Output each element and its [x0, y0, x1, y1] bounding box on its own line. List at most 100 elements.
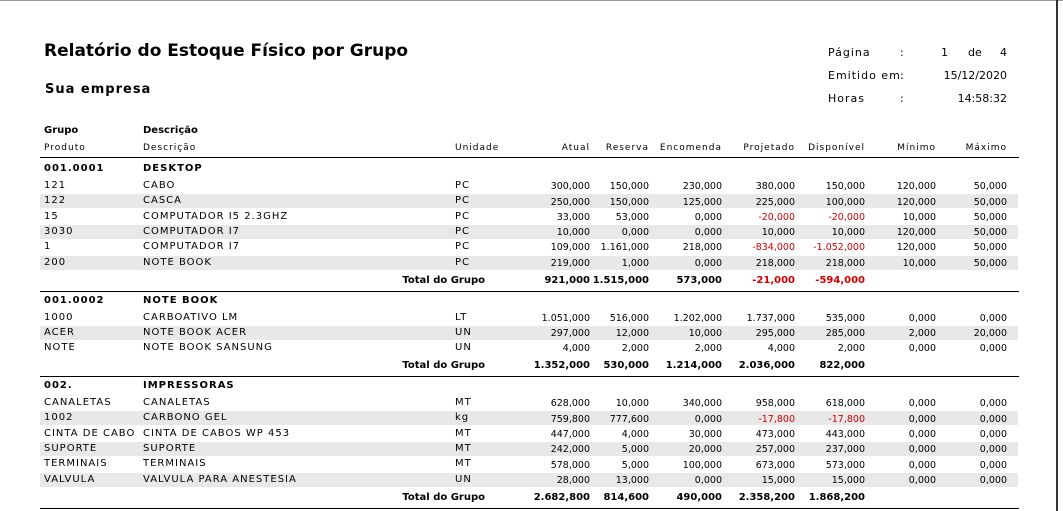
meta-colon: : [900, 91, 904, 105]
cell: 150,000 [609, 181, 649, 193]
page-right-border [1056, 0, 1058, 511]
cell: 121 [44, 180, 67, 191]
cell: 225,000 [755, 196, 795, 208]
cell: 5,000 [621, 444, 649, 456]
cell: 759,800 [550, 413, 590, 425]
cell: NOTE BOOK ACER [143, 326, 248, 338]
page-of: de [968, 45, 982, 59]
row-shade [40, 194, 1018, 209]
cell: 3030 [44, 225, 74, 237]
cell: 0,000 [694, 474, 722, 486]
column-header: Produto [44, 142, 86, 153]
column-header: Disponível [808, 142, 865, 153]
cell: 0,000 [908, 398, 936, 410]
cell: 0,000 [908, 459, 936, 471]
cell: 0,000 [979, 428, 1007, 440]
cell: PC [455, 210, 471, 222]
cell: 573,000 [825, 459, 865, 471]
cell: PC [455, 180, 471, 191]
header-rule [40, 157, 1019, 158]
group-total: 530,000 [603, 360, 649, 372]
cell: 0,000 [908, 413, 936, 425]
cell: 578,000 [550, 459, 590, 471]
cell: 120,000 [896, 242, 936, 254]
column-header: Máximo [965, 142, 1007, 153]
cell: 0,000 [979, 398, 1007, 410]
cell: 10,000 [902, 257, 936, 269]
cell: CANALETAS [44, 397, 112, 409]
group-total: -21,000 [752, 274, 795, 286]
cell: 673,000 [755, 459, 795, 471]
cell: VALVULA PARA ANESTESIA [143, 473, 297, 485]
cell: 958,000 [755, 398, 795, 410]
group-rule [40, 290, 1019, 292]
cell: CASCA [143, 195, 182, 207]
cell: 15,000 [831, 474, 865, 486]
cell: 4,000 [562, 343, 590, 355]
cell: 15,000 [761, 474, 795, 486]
group-code: 001.0002 [44, 294, 105, 306]
cell: 535,000 [825, 312, 865, 324]
cell: NOTE BOOK [143, 256, 212, 268]
cell: 30,000 [688, 428, 722, 440]
cell: 100,000 [825, 196, 865, 208]
cell: 120,000 [896, 181, 936, 193]
row-shade [40, 255, 1018, 270]
cell: COMPUTADOR I7 [143, 225, 241, 237]
cell: 33,000 [556, 211, 590, 223]
cell: TERMINAIS [44, 458, 108, 470]
meta-label: Emitido em [828, 68, 901, 82]
cell: 2,000 [694, 343, 722, 355]
cell: 10,000 [688, 328, 722, 340]
page-top-border [0, 0, 1063, 1]
cell: 150,000 [609, 196, 649, 208]
cell: -20,000 [758, 211, 795, 223]
cell: 0,000 [908, 428, 936, 440]
cell: 0,000 [621, 227, 649, 239]
cell: 447,000 [550, 428, 590, 440]
cell: PC [455, 241, 471, 253]
group-total: 573,000 [676, 274, 722, 286]
meta-colon: : [900, 45, 904, 59]
cell: 2,000 [837, 343, 865, 355]
cell: SUPORTE [44, 443, 98, 454]
cell: 628,000 [550, 398, 590, 410]
cell: NOTE BOOK SANSUNG [143, 342, 273, 354]
cell: 0,000 [979, 343, 1007, 355]
cell: NOTE [44, 342, 76, 354]
cell: 4,000 [767, 343, 795, 355]
cell: 0,000 [908, 343, 936, 355]
group-total-label: Total do Grupo [402, 491, 485, 503]
group-total: 490,000 [676, 491, 722, 503]
issued-date: 15/12/2020 [943, 68, 1007, 82]
cell: 242,000 [550, 444, 590, 456]
cell: 150,000 [825, 181, 865, 193]
column-header: Mínimo [897, 142, 936, 153]
cell: -834,000 [752, 242, 795, 254]
cell: 0,000 [979, 444, 1007, 456]
cell: TERMINAIS [143, 458, 207, 470]
group-total: 1.214,000 [665, 360, 722, 372]
cell: 15 [44, 210, 59, 222]
cell: 0,000 [908, 474, 936, 486]
cell: 443,000 [825, 428, 865, 440]
group-code: 001.0001 [44, 163, 105, 174]
cell: 340,000 [682, 398, 722, 410]
cell: 219,000 [550, 257, 590, 269]
cell: 10,000 [761, 227, 795, 239]
group-total: 1.868,200 [808, 491, 865, 503]
cell: 295,000 [755, 328, 795, 340]
cell: 516,000 [609, 312, 649, 324]
cell: 0,000 [979, 474, 1007, 486]
cell: 2,000 [908, 328, 936, 340]
cell: 0,000 [979, 459, 1007, 471]
cell: PC [455, 256, 471, 268]
cell: -17,800 [758, 413, 795, 425]
cell: CABO [143, 180, 176, 191]
cell: 120,000 [896, 227, 936, 239]
company-name: Sua empresa [45, 81, 152, 97]
cell: MT [455, 458, 472, 470]
group-rule [40, 507, 1019, 509]
cell: 0,000 [694, 257, 722, 269]
